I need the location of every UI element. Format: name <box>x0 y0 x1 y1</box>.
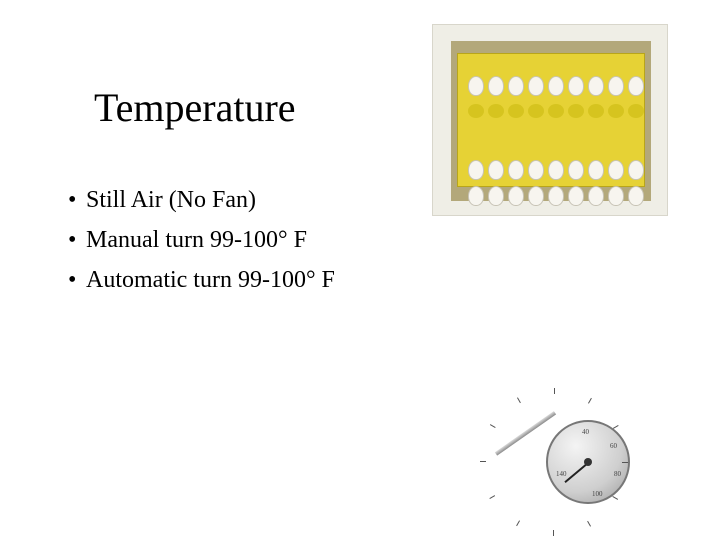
egg-icon <box>548 160 564 180</box>
cup-icon <box>528 104 544 118</box>
egg-row <box>468 76 644 96</box>
cup-icon <box>548 104 564 118</box>
dial-tick <box>553 530 554 536</box>
egg-icon <box>488 160 504 180</box>
list-item: • Automatic turn 99-100° F <box>68 260 335 300</box>
egg-icon <box>468 186 484 206</box>
bullet-text: Automatic turn 99-100° F <box>86 260 335 300</box>
egg-icon <box>508 76 524 96</box>
thermometer-dial: 40 60 80 100 140 <box>546 420 630 504</box>
egg-icon <box>508 160 524 180</box>
egg-icon <box>508 186 524 206</box>
egg-row <box>468 186 644 206</box>
egg-icon <box>588 76 604 96</box>
egg-icon <box>548 186 564 206</box>
dial-tick <box>490 424 496 428</box>
egg-icon <box>488 76 504 96</box>
egg-icon <box>588 186 604 206</box>
egg-icon <box>468 76 484 96</box>
dial-label: 40 <box>582 428 589 436</box>
egg-icon <box>548 76 564 96</box>
egg-icon <box>568 160 584 180</box>
list-item: • Manual turn 99-100° F <box>68 220 335 260</box>
egg-icon <box>568 76 584 96</box>
bullet-text: Still Air (No Fan) <box>86 180 256 220</box>
egg-icon <box>608 76 624 96</box>
egg-icon <box>608 160 624 180</box>
list-item: • Still Air (No Fan) <box>68 180 335 220</box>
egg-icon <box>528 160 544 180</box>
dial-tick <box>612 496 618 500</box>
bullet-marker: • <box>68 180 86 220</box>
egg-icon <box>568 186 584 206</box>
dial-tick <box>516 520 520 526</box>
cup-icon <box>568 104 584 118</box>
cup-row <box>468 104 644 118</box>
page-title: Temperature <box>94 84 296 131</box>
dial-tick <box>587 521 591 527</box>
egg-icon <box>608 186 624 206</box>
egg-icon <box>468 160 484 180</box>
dial-tick <box>588 398 592 404</box>
cup-icon <box>628 104 644 118</box>
egg-icon <box>588 160 604 180</box>
dial-tick <box>622 462 628 463</box>
dial-tick <box>613 425 619 429</box>
cup-icon <box>488 104 504 118</box>
dial-label: 100 <box>592 490 603 498</box>
egg-icon <box>528 76 544 96</box>
cup-icon <box>608 104 624 118</box>
egg-icon <box>628 160 644 180</box>
dial-tick <box>480 461 486 462</box>
dial-label: 140 <box>556 470 567 478</box>
egg-icon <box>628 186 644 206</box>
incubator-frame <box>432 24 668 216</box>
bullet-marker: • <box>68 260 86 300</box>
bullet-marker: • <box>68 220 86 260</box>
dial-label: 60 <box>610 442 617 450</box>
slide: Temperature • Still Air (No Fan) • Manua… <box>0 0 720 540</box>
dial-tick <box>554 388 555 394</box>
incubator-interior <box>451 41 651 201</box>
dial-center-icon <box>584 458 592 466</box>
egg-row <box>468 160 644 180</box>
bullet-list: • Still Air (No Fan) • Manual turn 99-10… <box>68 180 335 300</box>
dial-tick <box>489 495 495 499</box>
incubator-image <box>432 24 668 216</box>
thermometer-image: 40 60 80 100 140 <box>490 384 654 528</box>
cup-icon <box>588 104 604 118</box>
egg-icon <box>528 186 544 206</box>
egg-icon <box>488 186 504 206</box>
cup-icon <box>468 104 484 118</box>
bullet-text: Manual turn 99-100° F <box>86 220 307 260</box>
egg-tray <box>457 53 645 187</box>
egg-icon <box>628 76 644 96</box>
cup-icon <box>508 104 524 118</box>
dial-tick <box>517 397 521 403</box>
dial-label: 80 <box>614 470 621 478</box>
